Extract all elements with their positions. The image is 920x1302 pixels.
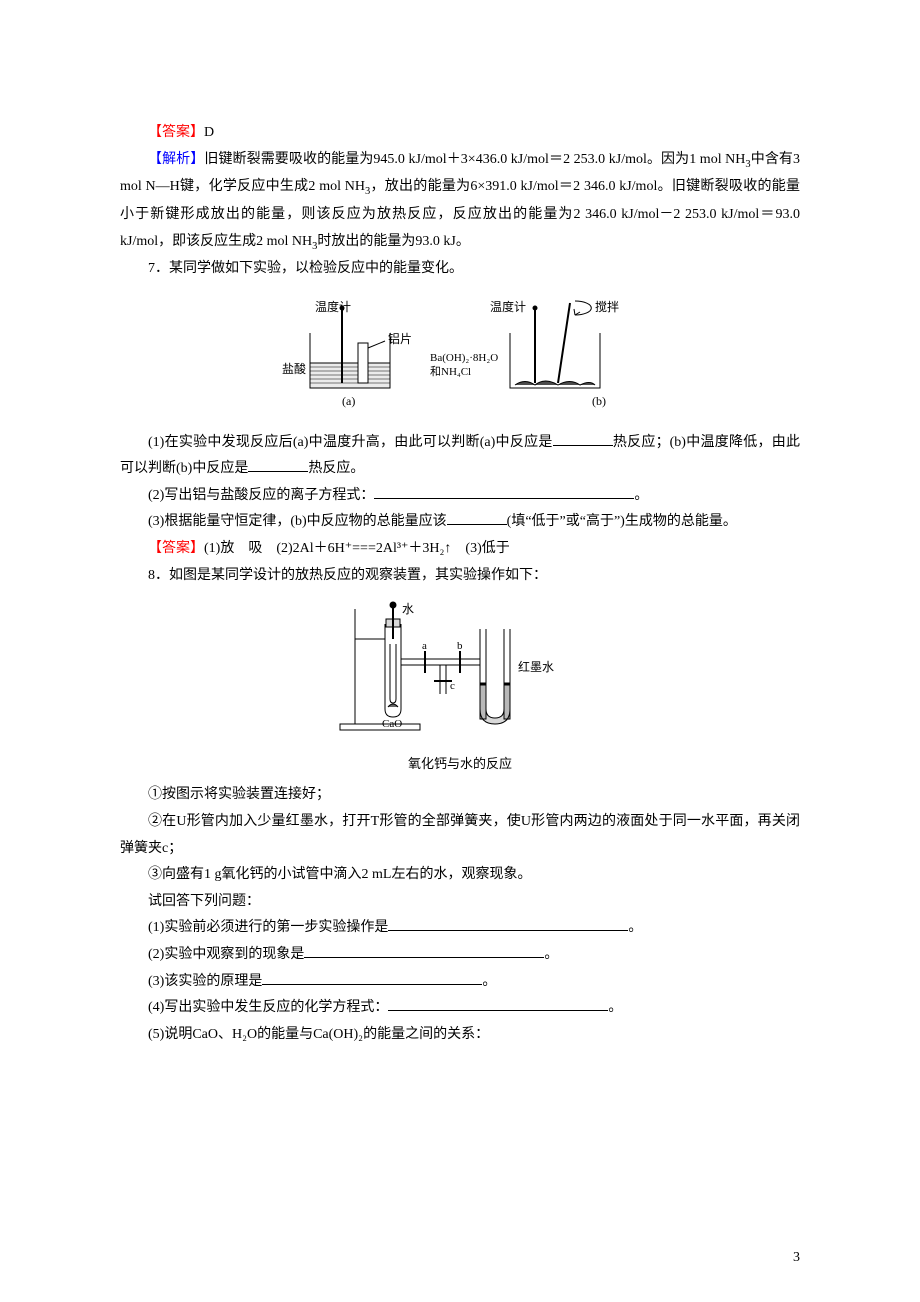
- q7-stem: 7．某同学做如下实验，以检验反应中的能量变化。: [120, 256, 800, 283]
- q7-p1-c: 热反应。: [308, 461, 364, 476]
- q8-p4-b: 。: [608, 1000, 622, 1015]
- answer-label: 【答案】: [148, 541, 204, 556]
- q8-p2-a: (2)实验中观察到的现象是: [148, 947, 304, 962]
- q8-p4-a: (4)写出实验中发生反应的化学方程式：: [148, 1000, 388, 1015]
- fig-b-thermo: 温度计: [490, 299, 526, 314]
- q8-p1: (1)实验前必须进行的第一步实验操作是 。: [120, 915, 800, 942]
- fig8-b: b: [457, 640, 463, 652]
- blank: [374, 485, 634, 499]
- q8-s3: ③向盛有1 g氧化钙的小试管中滴入2 mL左右的水，观察现象。: [120, 862, 800, 889]
- answer-6: 【答案】D: [120, 120, 800, 147]
- q7-answer: 【答案】(1)放 吸 (2)2Al＋6H⁺===2Al³⁺＋3H₂↑ (3)低于: [120, 536, 800, 563]
- q8-p3-b: 。: [482, 974, 496, 989]
- fig-b-nh4cl: 和NH₄Cl: [430, 365, 471, 378]
- blank: [262, 971, 482, 985]
- fig-a-hcl: 盐酸: [282, 361, 306, 376]
- page-number: 3: [793, 1245, 800, 1272]
- fig-a-al: 铝片: [388, 331, 412, 346]
- q8-stem: 8．如图是某同学设计的放热反应的观察装置，其实验操作如下：: [120, 563, 800, 590]
- blank: [553, 432, 613, 446]
- q8-svg: 水 a b c CaO 红墨水: [330, 599, 590, 739]
- analysis-6: 【解析】旧键断裂需要吸收的能量为945.0 kJ/mol＋3×436.0 kJ/…: [120, 147, 800, 257]
- blank: [248, 458, 308, 472]
- q8-p4: (4)写出实验中发生反应的化学方程式： 。: [120, 995, 800, 1022]
- q7-p2: (2)写出铝与盐酸反应的离子方程式： 。: [120, 483, 800, 510]
- fig8-caption: 氧化钙与水的反应: [120, 752, 800, 777]
- fig-a-caption: (a): [342, 394, 355, 408]
- fig8-a: a: [422, 640, 427, 652]
- blank: [388, 917, 628, 931]
- q8-figure: 水 a b c CaO 红墨水 氧化钙与水的反应: [120, 599, 800, 776]
- fig-b-stir: 搅拌: [595, 299, 619, 314]
- q8-p2-b: 。: [544, 947, 558, 962]
- fig8-water: 水: [402, 602, 414, 616]
- q8-p5: (5)说明CaO、H₂O的能量与Ca(OH)₂的能量之间的关系：: [120, 1022, 800, 1049]
- answer-label: 【答案】: [148, 125, 204, 140]
- q7-p2-a: (2)写出铝与盐酸反应的离子方程式：: [148, 488, 374, 503]
- q8-p3-a: (3)该实验的原理是: [148, 974, 262, 989]
- q7-p3: (3)根据能量守恒定律，(b)中反应物的总能量应该 (填“低于”或“高于”)生成物…: [120, 509, 800, 536]
- answer-value: D: [204, 125, 214, 140]
- q7-p3-a: (3)根据能量守恒定律，(b)中反应物的总能量应该: [148, 514, 447, 529]
- fig-b-caption: (b): [592, 394, 606, 408]
- q7-p1-a: (1)在实验中发现反应后(a)中温度升高，由此可以判断(a)中反应是: [148, 435, 553, 450]
- q7-p2-b: 。: [634, 488, 648, 503]
- fig8-cao: CaO: [382, 718, 402, 730]
- analysis-label: 【解析】: [148, 152, 204, 167]
- fig8-c: c: [450, 680, 455, 692]
- blank: [388, 997, 608, 1011]
- q7-p1: (1)在实验中发现反应后(a)中温度升高，由此可以判断(a)中反应是热反应；(b…: [120, 430, 800, 483]
- q8-s4: 试回答下列问题：: [120, 889, 800, 916]
- q8-p1-a: (1)实验前必须进行的第一步实验操作是: [148, 920, 388, 935]
- analysis-text-4: 时放出的能量为93.0 kJ。: [317, 234, 469, 249]
- blank: [304, 944, 544, 958]
- q7-p3-b: (填“低于”或“高于”)生成物的总能量。: [507, 514, 737, 529]
- fig-b-baoh: Ba(OH)₂·8H₂O: [430, 352, 498, 364]
- analysis-text-1: 旧键断裂需要吸收的能量为945.0 kJ/mol＋3×436.0 kJ/mol＝…: [204, 152, 745, 167]
- q8-s2: ②在U形管内加入少量红墨水，打开T形管的全部弹簧夹，使U形管内两边的液面处于同一…: [120, 809, 800, 862]
- q8-p1-b: 。: [628, 920, 642, 935]
- blank: [447, 511, 507, 525]
- q7-svg: 温度计 铝片 盐酸 (a) 温度计 搅拌 Ba(OH)₂·8H₂O 和: [280, 293, 640, 413]
- q8-p2: (2)实验中观察到的现象是 。: [120, 942, 800, 969]
- fig-a-thermo: 温度计: [315, 299, 351, 314]
- q8-p3: (3)该实验的原理是 。: [120, 969, 800, 996]
- q7-answer-text: (1)放 吸 (2)2Al＋6H⁺===2Al³⁺＋3H₂↑ (3)低于: [204, 541, 510, 556]
- q7-figure: 温度计 铝片 盐酸 (a) 温度计 搅拌 Ba(OH)₂·8H₂O 和: [120, 293, 800, 424]
- fig8-ink: 红墨水: [518, 659, 554, 674]
- q8-s1: ①按图示将实验装置连接好；: [120, 782, 800, 809]
